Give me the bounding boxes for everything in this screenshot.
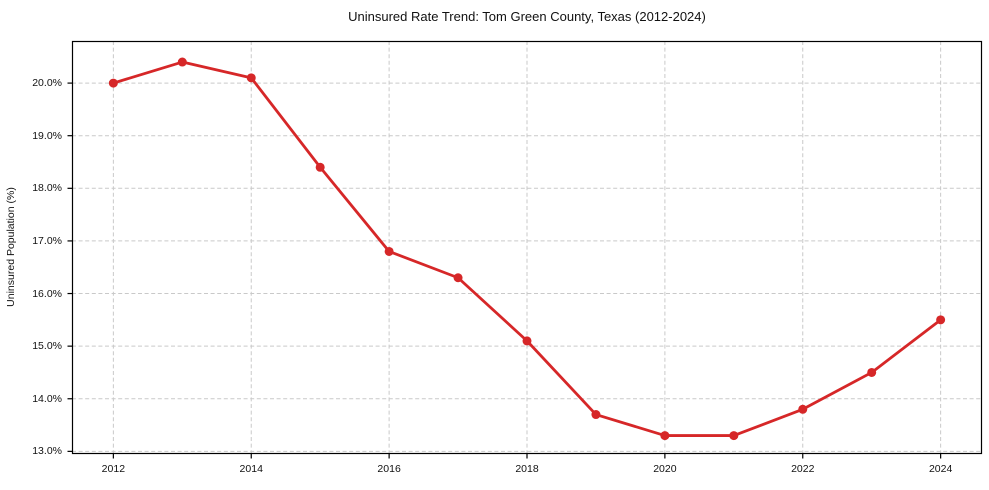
data-point-marker xyxy=(798,404,808,414)
plot-area xyxy=(67,40,983,459)
y-tick-label: 19.0% xyxy=(32,129,62,142)
y-tick-label: 15.0% xyxy=(32,340,62,353)
data-point-marker xyxy=(453,273,463,283)
y-tick-label: 17.0% xyxy=(32,234,62,247)
y-tick-label: 13.0% xyxy=(32,445,62,458)
y-tick-label: 18.0% xyxy=(32,182,62,195)
y-tick-label: 14.0% xyxy=(32,392,62,405)
y-tick-label: 16.0% xyxy=(32,287,62,300)
data-point-marker xyxy=(660,431,670,441)
data-point-marker xyxy=(867,367,877,377)
x-tick-label: 2014 xyxy=(239,463,263,475)
data-point-marker xyxy=(315,162,325,172)
data-point-marker xyxy=(591,410,601,420)
chart-title: Uninsured Rate Trend: Tom Green County, … xyxy=(348,9,706,24)
x-tick-label: 2022 xyxy=(791,463,815,475)
x-tick-label: 2012 xyxy=(101,463,126,475)
data-point-marker xyxy=(246,73,256,83)
y-tick-label: 20.0% xyxy=(32,77,62,90)
plot-canvas xyxy=(67,40,983,459)
x-tick-label: 2020 xyxy=(653,463,677,475)
data-point-marker xyxy=(384,246,394,256)
data-point-marker xyxy=(522,336,532,346)
x-tick-label: 2016 xyxy=(377,463,401,475)
data-point-marker xyxy=(108,78,118,88)
data-point-marker xyxy=(177,57,187,67)
data-point-marker xyxy=(936,315,946,325)
x-tick-label: 2024 xyxy=(928,463,953,475)
plot-frame xyxy=(71,40,983,455)
data-point-marker xyxy=(729,431,739,441)
x-tick-label: 2018 xyxy=(515,463,539,475)
